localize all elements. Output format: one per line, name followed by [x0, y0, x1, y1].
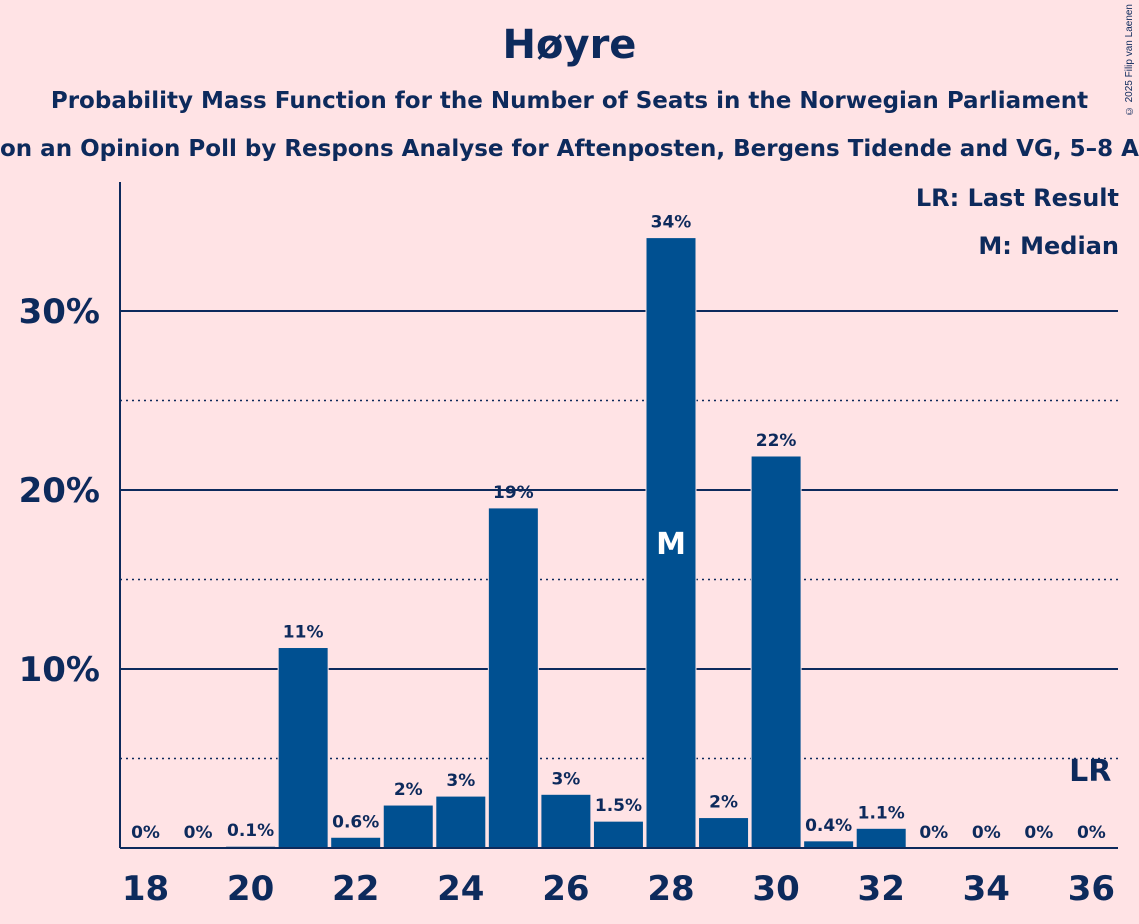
bar-seat-23 — [382, 804, 434, 849]
legend-last-result: LR: Last Result — [915, 184, 1119, 212]
bar-seat-27 — [592, 820, 644, 849]
bar-seat-21 — [277, 647, 329, 849]
bar-label-seat-36: 0% — [1077, 823, 1106, 843]
bar-label-seat-26: 3% — [551, 769, 580, 789]
bar-seat-31 — [803, 840, 855, 849]
bar-label-seat-30: 22% — [756, 431, 797, 451]
x-tick-label: 20 — [227, 869, 274, 909]
bar-label-seat-35: 0% — [1024, 823, 1053, 843]
median-marker: M — [656, 527, 686, 562]
bar-seat-22 — [330, 836, 382, 849]
bar-seat-24 — [435, 795, 487, 849]
bar-label-seat-34: 0% — [972, 823, 1001, 843]
y-tick-label: 10% — [19, 650, 100, 690]
bar-label-seat-22: 0.6% — [332, 812, 379, 832]
chart-title: Høyre — [502, 22, 637, 68]
bar-seat-28 — [645, 237, 697, 849]
x-tick-label: 36 — [1068, 869, 1115, 909]
bar-label-seat-28: 34% — [651, 213, 692, 233]
y-tick-label: 30% — [19, 292, 100, 332]
bar-label-seat-31: 0.4% — [805, 816, 852, 836]
x-tick-label: 26 — [542, 869, 589, 909]
x-tick-label: 22 — [332, 869, 379, 909]
chart-subtitle: Probability Mass Function for the Number… — [50, 88, 1089, 114]
bar-label-seat-19: 0% — [184, 823, 213, 843]
legend-median: M: Median — [978, 232, 1119, 260]
bar-seat-25 — [487, 507, 539, 849]
bar-label-seat-33: 0% — [919, 823, 948, 843]
x-tick-label: 30 — [752, 869, 799, 909]
y-tick-label: 20% — [19, 471, 100, 511]
x-tick-label: 32 — [858, 869, 905, 909]
bar-seat-30 — [750, 455, 802, 849]
bar-seat-32 — [855, 827, 907, 849]
bar-label-seat-20: 0.1% — [227, 821, 274, 841]
bar-label-seat-27: 1.5% — [595, 796, 642, 816]
bar-label-seat-21: 11% — [283, 623, 324, 643]
bar-seat-29 — [698, 817, 750, 849]
bar-seat-26 — [540, 793, 592, 849]
bar-label-seat-24: 3% — [446, 771, 475, 791]
last-result-marker: LR — [1069, 754, 1111, 789]
chart-source-line: on an Opinion Poll by Respons Analyse fo… — [0, 136, 1139, 162]
bar-label-seat-29: 2% — [709, 793, 738, 813]
bar-label-seat-25: 19% — [493, 483, 534, 503]
bar-label-seat-32: 1.1% — [858, 803, 905, 823]
x-tick-label: 34 — [963, 869, 1010, 909]
bar-label-seat-23: 2% — [394, 780, 423, 800]
x-tick-label: 28 — [647, 869, 694, 909]
x-tick-label: 18 — [122, 869, 169, 909]
x-tick-label: 24 — [437, 869, 484, 909]
bar-label-seat-18: 0% — [131, 823, 160, 843]
